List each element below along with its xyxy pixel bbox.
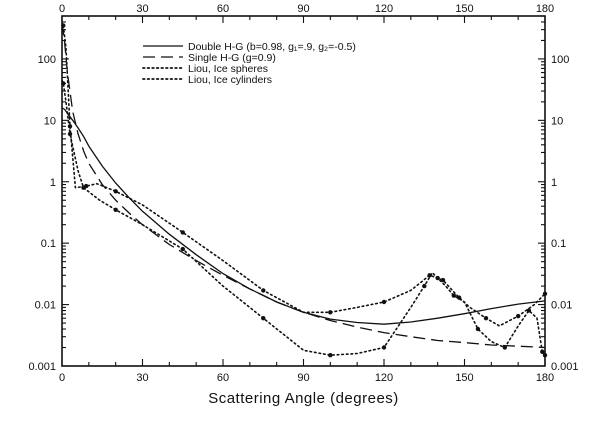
x-tick-label-top: 30	[136, 3, 148, 15]
y-tick-label-right: 1	[551, 177, 557, 189]
data-point	[435, 275, 440, 281]
series-line-2	[61, 23, 546, 349]
y-tick-label-left: 100	[38, 54, 56, 66]
data-point	[261, 316, 266, 321]
x-tick-label-bottom: 90	[297, 372, 309, 384]
y-tick-label-left: 0.01	[35, 300, 56, 312]
x-tick-label-top: 60	[217, 3, 229, 15]
x-tick-label-bottom: 60	[217, 372, 229, 384]
data-point	[451, 293, 456, 298]
x-tick-label-bottom: 30	[136, 372, 148, 384]
chart-legend: Double H-G (b=0.98, g₁=.9, g₂=-0.5)Singl…	[142, 41, 356, 86]
x-tick-label-bottom: 0	[59, 372, 65, 384]
data-point	[328, 310, 333, 315]
data-point	[516, 313, 521, 319]
data-point	[180, 230, 185, 235]
data-point	[381, 299, 387, 305]
data-point	[526, 308, 532, 313]
x-tick-label-top: 150	[455, 3, 473, 15]
legend-label-4: Liou, Ice cylinders	[188, 74, 272, 86]
data-point	[67, 131, 73, 137]
data-point	[381, 345, 387, 350]
chart-marks	[61, 23, 548, 358]
data-point	[483, 316, 489, 321]
series-line-1	[61, 107, 546, 325]
legend-label-3: Liou, Ice spheres	[188, 63, 268, 75]
data-point	[440, 277, 446, 283]
data-point	[113, 207, 118, 212]
y-tick-label-right: 0.1	[551, 238, 566, 250]
series-line-3	[61, 24, 546, 327]
data-point	[81, 185, 86, 190]
legend-label-2: Single H-G (g=0.9)	[188, 52, 276, 64]
x-axis-title: Scattering Angle (degrees)	[208, 390, 399, 407]
data-point	[113, 189, 118, 194]
x-tick-label-top: 180	[536, 3, 554, 15]
legend-label-1: Double H-G (b=0.98, g₁=.9, g₂=-0.5)	[188, 41, 356, 53]
y-tick-label-left: 0.001	[28, 361, 56, 373]
y-tick-label-right: 0.001	[551, 361, 579, 373]
data-point	[540, 349, 545, 354]
y-tick-label-left: 0.1	[41, 238, 56, 250]
y-tick-label-left: 10	[44, 115, 56, 127]
x-tick-label-bottom: 150	[455, 372, 473, 384]
data-point	[422, 283, 427, 289]
series-line-4	[61, 79, 546, 357]
data-point	[261, 288, 266, 293]
x-tick-label-bottom: 120	[375, 372, 393, 384]
y-tick-label-right: 100	[551, 54, 569, 66]
x-tick-label-top: 120	[375, 3, 393, 15]
data-point	[180, 246, 185, 252]
data-point	[475, 326, 481, 332]
data-point	[502, 345, 507, 350]
y-tick-label-right: 10	[551, 115, 563, 127]
data-point	[328, 353, 333, 358]
y-tick-label-left: 1	[50, 177, 56, 189]
x-tick-label-top: 0	[59, 3, 65, 15]
x-tick-label-top: 90	[297, 3, 309, 15]
x-tick-label-bottom: 180	[536, 372, 554, 384]
plot-frame	[61, 15, 546, 367]
y-tick-label-right: 0.01	[551, 300, 572, 312]
